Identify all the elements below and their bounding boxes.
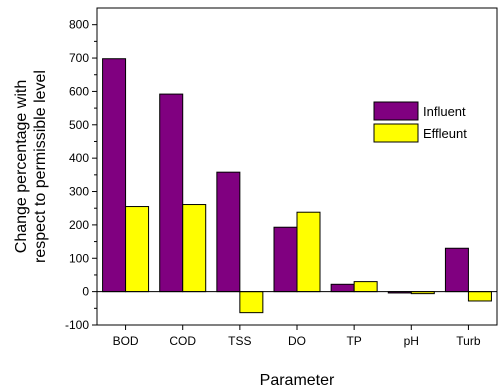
x-axis-ticks: BOD COD TSS DO TP pH Turb bbox=[113, 325, 481, 348]
legend-swatch-effleunt bbox=[373, 123, 419, 143]
legend: Influent Effleunt bbox=[373, 101, 467, 143]
legend-label-effleunt: Effleunt bbox=[423, 126, 467, 141]
x-tick-label-tp: TP bbox=[346, 334, 361, 348]
y-tick-label: 100 bbox=[69, 251, 89, 265]
y-tick-label: 600 bbox=[69, 84, 89, 98]
y-tick-label: 300 bbox=[69, 185, 89, 199]
x-tick-label-ph: pH bbox=[404, 334, 419, 348]
bar-influent-tp bbox=[330, 283, 355, 293]
bar-effleunt-tp bbox=[353, 281, 378, 293]
x-tick-label-turb: Turb bbox=[456, 334, 481, 348]
y-axis-label-line-2: respect to permissible level bbox=[32, 70, 49, 263]
y-axis-ticks: -100 0 100 200 300 400 500 600 700 800 bbox=[65, 18, 97, 332]
bars-group bbox=[102, 58, 492, 314]
x-tick-label-do: DO bbox=[288, 334, 306, 348]
bar-influent-cod bbox=[159, 93, 184, 293]
y-tick-label: 200 bbox=[69, 218, 89, 232]
x-tick-label-bod: BOD bbox=[113, 334, 139, 348]
bar-influent-turb bbox=[444, 247, 469, 293]
y-axis-label-line-1: Change percentage with bbox=[13, 80, 30, 253]
bar-influent-bod bbox=[102, 58, 127, 293]
y-tick-label: 700 bbox=[69, 51, 89, 65]
bar-influent-tss bbox=[216, 171, 241, 293]
legend-label-influent: Influent bbox=[423, 104, 466, 119]
bar-effleunt-cod bbox=[182, 204, 207, 293]
bar-effleunt-turb bbox=[467, 291, 492, 302]
y-tick-label: 0 bbox=[82, 285, 89, 299]
y-tick-label: 400 bbox=[69, 151, 89, 165]
legend-swatch-influent bbox=[373, 101, 419, 121]
y-tick-label: 800 bbox=[69, 18, 89, 32]
bar-effleunt-tss bbox=[239, 291, 264, 314]
y-tick-label: 500 bbox=[69, 118, 89, 132]
x-axis-label: Parameter bbox=[260, 372, 335, 389]
x-tick-label-tss: TSS bbox=[228, 334, 251, 348]
bar-influent-do bbox=[273, 226, 298, 293]
x-tick-label-cod: COD bbox=[169, 334, 196, 348]
bar-effleunt-do bbox=[296, 211, 321, 293]
bar-effleunt-bod bbox=[125, 206, 150, 293]
y-tick-label: -100 bbox=[65, 318, 89, 332]
